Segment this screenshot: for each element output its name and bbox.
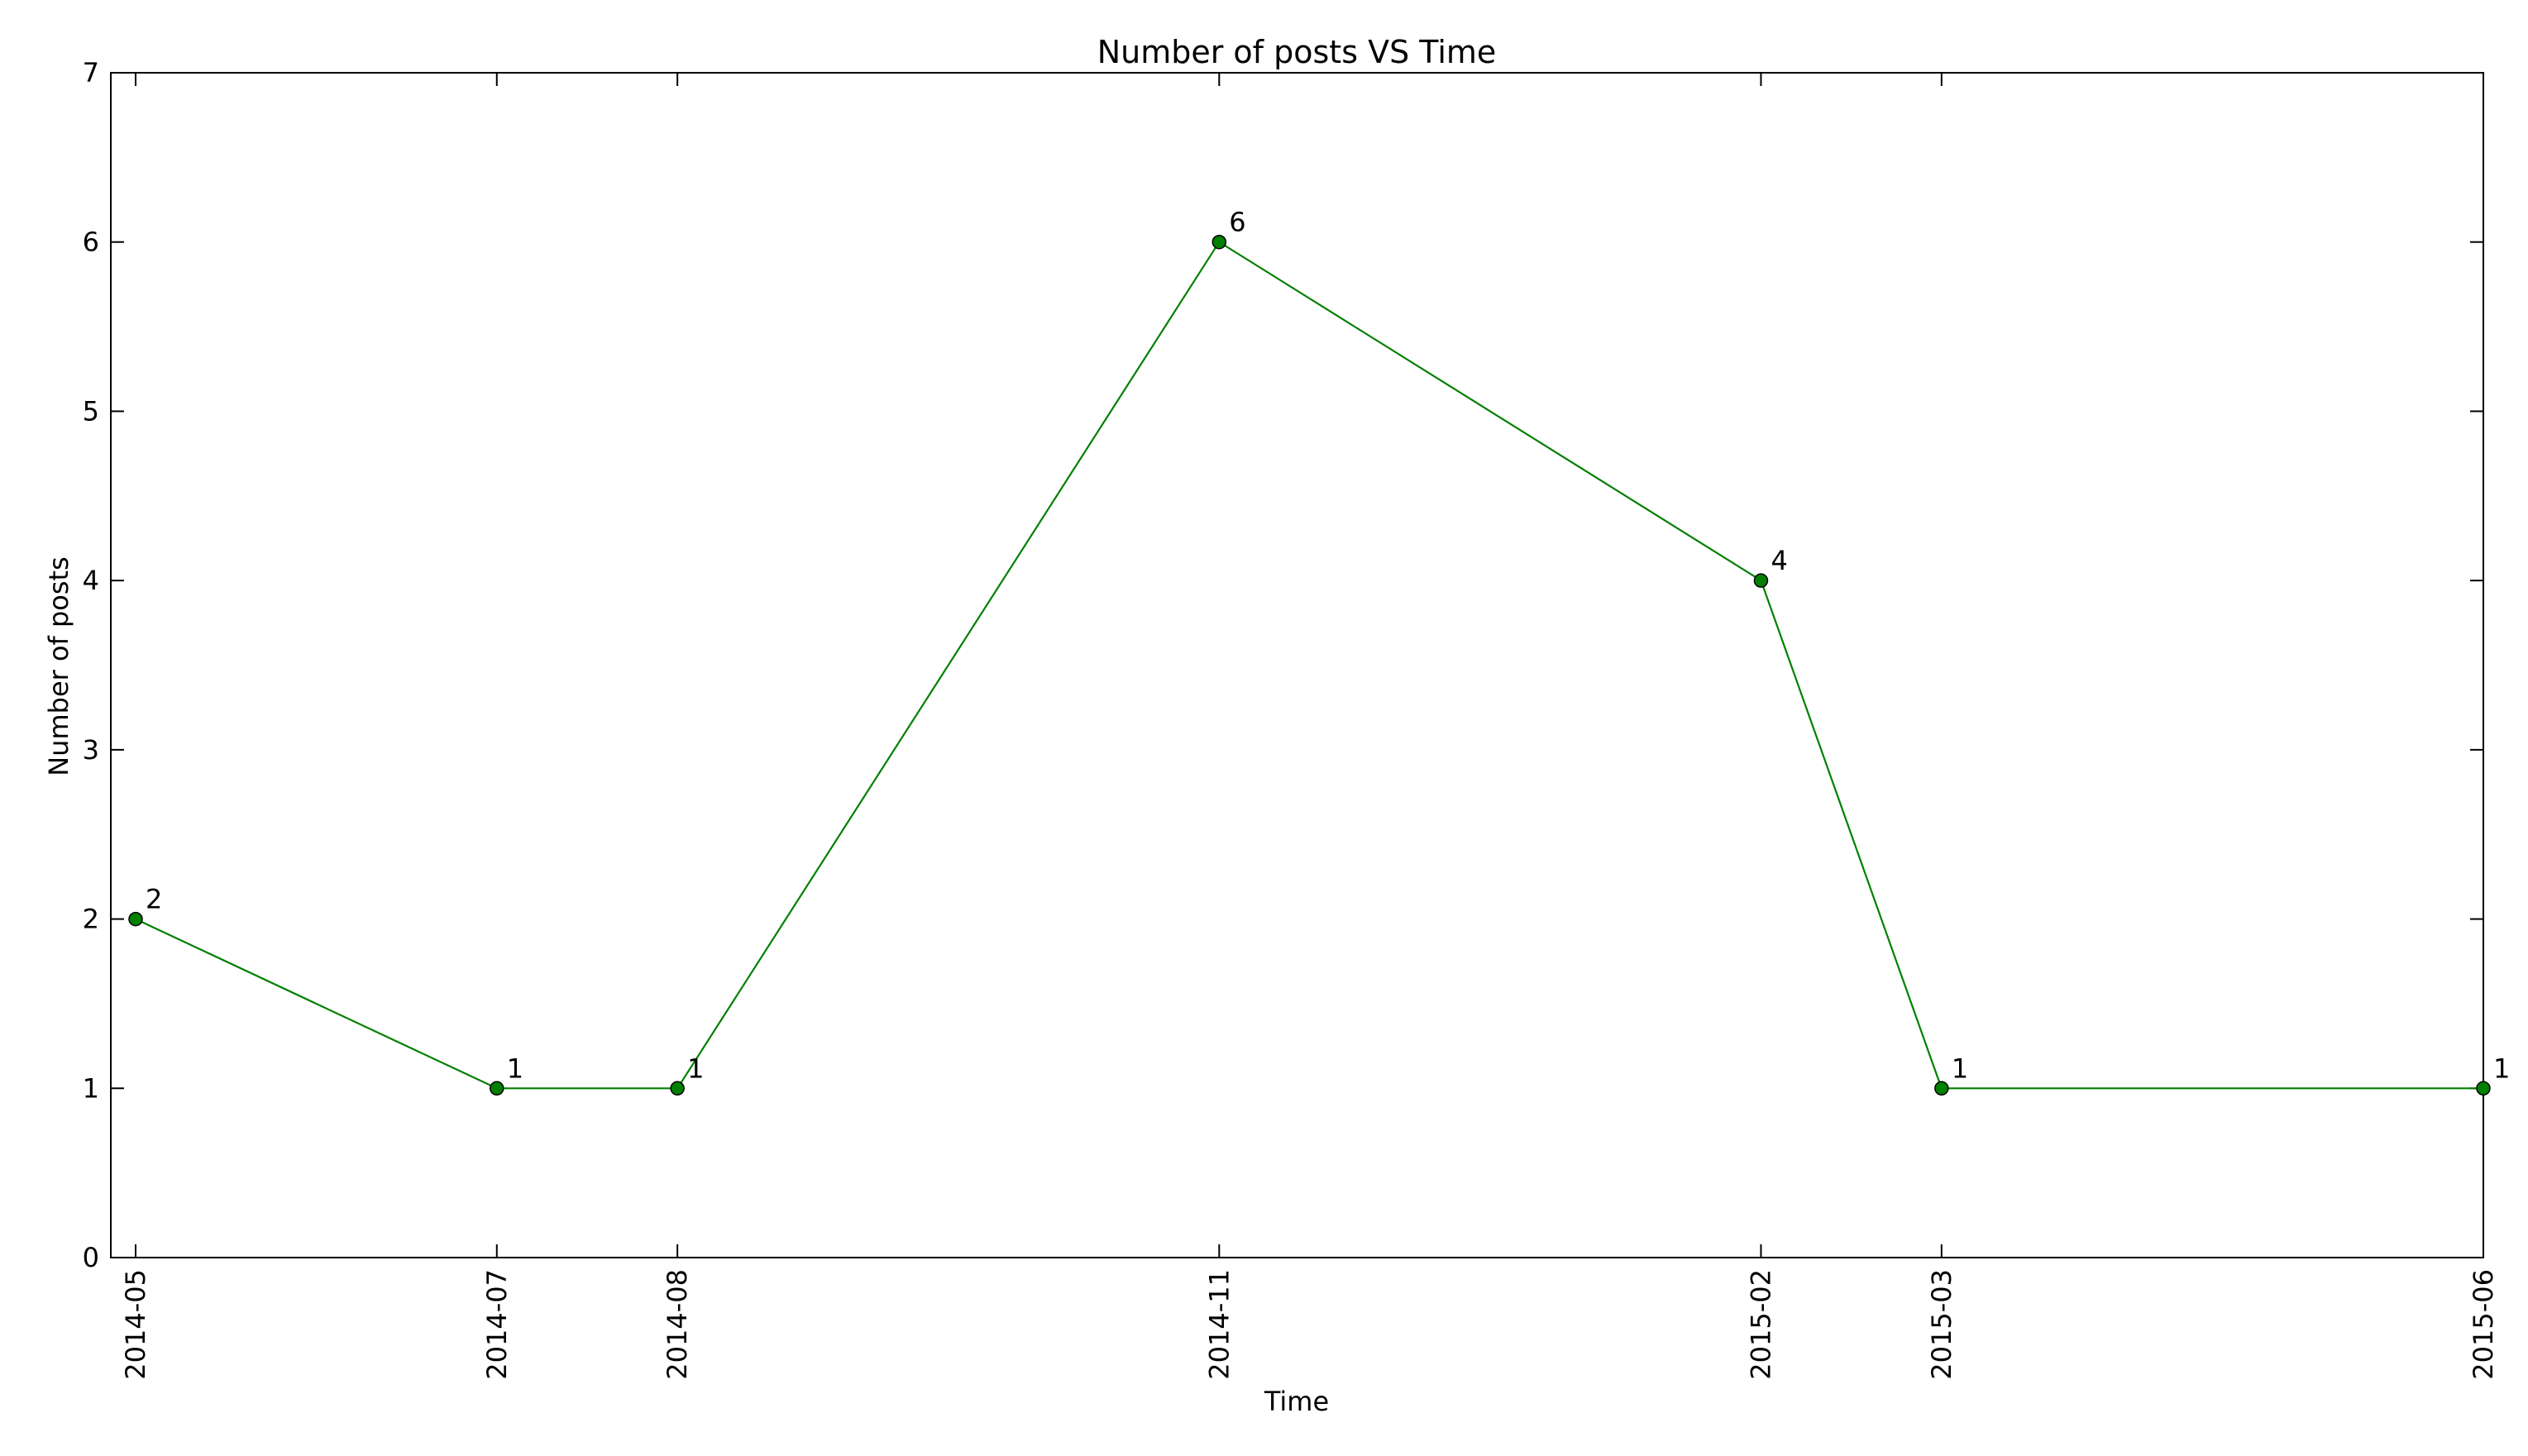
plot-area: 0 1 2 3 4 5 6 7 2014-05 2014-07 2014-08 2014-11 2015… [83, 57, 2511, 1380]
x-tick-label: 2015-06 [2468, 1269, 2499, 1380]
data-point [670, 1081, 685, 1096]
y-tick-label: 5 [83, 395, 99, 427]
data-point [128, 911, 143, 927]
data-label: 1 [2493, 1053, 2510, 1084]
x-tick-label: 2015-03 [1926, 1269, 1957, 1380]
x-tick-label: 2014-08 [662, 1269, 693, 1380]
y-tick-label: 3 [83, 734, 99, 766]
y-tick-label: 2 [83, 904, 99, 935]
plot-frame [110, 72, 2484, 1258]
x-tick-label: 2014-05 [120, 1269, 151, 1380]
x-tick-label: 2014-07 [481, 1269, 513, 1380]
x-tick-label: 2014-11 [1203, 1269, 1235, 1380]
data-label: 1 [507, 1053, 523, 1084]
y-tick-label: 6 [83, 227, 99, 258]
data-label: 6 [1229, 207, 1245, 238]
y-axis-label: Number of posts [43, 556, 74, 776]
x-axis-label: Time [1264, 1386, 1329, 1417]
data-label: 4 [1771, 545, 1787, 576]
data-label: 1 [1952, 1053, 1968, 1084]
data-point [1934, 1081, 1949, 1096]
y-tick-label: 0 [83, 1242, 99, 1273]
y-tick-label: 4 [83, 565, 99, 596]
x-tick-label: 2015-02 [1745, 1269, 1776, 1380]
data-point [1753, 573, 1769, 588]
data-label: 2 [146, 884, 162, 915]
data-point [2476, 1081, 2491, 1096]
chart-title: Number of posts VS Time [1097, 34, 1497, 70]
y-tick-label: 1 [83, 1072, 99, 1104]
data-point [490, 1081, 504, 1096]
data-label: 1 [687, 1053, 704, 1084]
data-point [1211, 234, 1227, 250]
y-tick-label: 7 [83, 57, 99, 88]
